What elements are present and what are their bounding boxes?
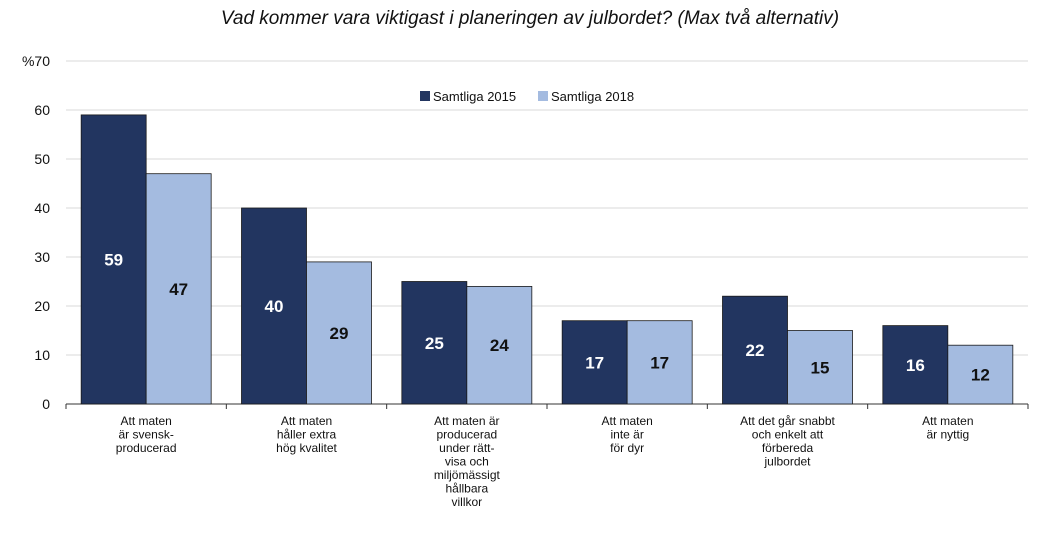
category-label: Att det går snabbt och enkelt att förbered… (740, 414, 835, 469)
bars (80, 114, 1014, 405)
value-label: 17 (585, 353, 604, 372)
category-label-line: hållbara (445, 482, 488, 496)
category-label-line: håller extra (277, 428, 337, 442)
legend-swatch (420, 91, 430, 101)
category-label-line: Att maten (922, 414, 973, 428)
value-label: 17 (650, 353, 669, 372)
value-label: 59 (104, 250, 123, 269)
category-label-line: och enkelt att (752, 428, 824, 442)
value-label: 16 (906, 356, 925, 375)
category-label: Att maten är nyttig (922, 414, 973, 442)
category-label-line: Att maten (120, 414, 171, 428)
y-tick-label: 0 (42, 396, 50, 412)
y-tick-label: 20 (34, 298, 50, 314)
bar (561, 320, 628, 405)
bar (882, 325, 949, 405)
bar (306, 261, 372, 405)
y-tick-label: %70 (22, 53, 50, 69)
category-label-line: julbordet (763, 455, 811, 469)
value-label: 47 (169, 280, 188, 299)
category-label-line: för dyr (610, 441, 644, 455)
category-label-line: visa och (445, 455, 489, 469)
category-label: Att maten är producerad under rätt-visa oc… (434, 414, 501, 509)
category-label-line: Att maten är (434, 414, 499, 428)
category-label-line: förbereda (762, 441, 814, 455)
value-label: 22 (746, 341, 765, 360)
legend-label: Samtliga 2015 (433, 89, 516, 104)
chart-title: Vad kommer vara viktigast i planeringen … (220, 8, 840, 29)
category-label-line: Att det går snabbt (740, 414, 835, 428)
category-label-line: hög kvalitet (276, 441, 337, 455)
bar (722, 295, 788, 405)
y-tick-label: 30 (34, 249, 50, 265)
y-axis: 0 10 20 30 40 50 60 %70 (22, 53, 1029, 412)
category-label: Att maten inte är för dyr (601, 414, 652, 455)
value-label: 24 (490, 336, 509, 355)
legend: Samtliga 2015 Samtliga 2018 (420, 89, 634, 104)
category-label-line: är svensk- (118, 428, 173, 442)
category-label-line: Att maten (281, 414, 332, 428)
category-label-line: under rätt- (439, 441, 494, 455)
bar (787, 330, 853, 405)
y-tick-label: 10 (34, 347, 50, 363)
value-label: 15 (811, 358, 830, 377)
value-label: 12 (971, 366, 990, 385)
bar (947, 344, 1014, 405)
y-tick-label: 60 (34, 102, 50, 118)
category-label: Att maten är svensk-producerad (116, 414, 177, 455)
category-label-line: inte är (610, 428, 643, 442)
legend-swatch (538, 91, 548, 101)
category-label-line: Att maten (601, 414, 652, 428)
y-tick-label: 50 (34, 151, 50, 167)
bar (145, 173, 212, 405)
category-label-line: villkor (451, 495, 482, 509)
legend-label: Samtliga 2018 (551, 89, 634, 104)
value-label: 29 (330, 324, 349, 343)
bar (466, 285, 533, 405)
category-label: Att maten håller extra hög kvalitet (276, 414, 337, 455)
value-labels: 59 47 40 29 25 24 17 17 22 15 16 12 (104, 250, 990, 384)
category-label-line: är nyttig (926, 428, 969, 442)
category-label-line: producerad (436, 428, 497, 442)
value-label: 25 (425, 334, 444, 353)
category-label-line: miljömässigt (434, 468, 501, 482)
y-tick-label: 40 (34, 200, 50, 216)
value-label: 40 (265, 297, 284, 316)
bar (241, 207, 307, 405)
bar (626, 320, 693, 405)
bar (80, 114, 147, 405)
category-label-line: producerad (116, 441, 177, 455)
